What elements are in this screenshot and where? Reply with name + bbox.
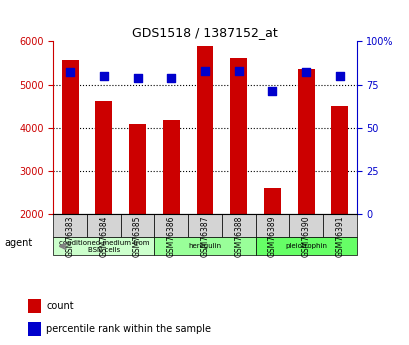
Text: count: count [46, 301, 74, 311]
FancyBboxPatch shape [322, 214, 356, 237]
Text: percentile rank within the sample: percentile rank within the sample [46, 324, 211, 334]
FancyBboxPatch shape [221, 214, 255, 237]
Text: heregulin: heregulin [188, 243, 221, 249]
FancyBboxPatch shape [120, 214, 154, 237]
Text: agent: agent [4, 238, 32, 248]
FancyBboxPatch shape [154, 237, 255, 255]
Point [336, 73, 342, 79]
Text: GSM76386: GSM76386 [166, 215, 175, 257]
Text: GSM76385: GSM76385 [133, 215, 142, 257]
FancyBboxPatch shape [289, 214, 322, 237]
Point [100, 73, 107, 79]
Point [67, 70, 73, 75]
Bar [62, 60, 79, 214]
Point [302, 70, 309, 75]
FancyBboxPatch shape [87, 214, 120, 237]
FancyBboxPatch shape [53, 237, 154, 255]
Text: GSM76390: GSM76390 [301, 215, 310, 257]
Bar [28, 322, 41, 336]
FancyBboxPatch shape [188, 214, 221, 237]
Title: GDS1518 / 1387152_at: GDS1518 / 1387152_at [132, 26, 277, 39]
FancyBboxPatch shape [154, 214, 188, 237]
Text: conditioned medium from
BSN cells: conditioned medium from BSN cells [58, 240, 149, 253]
Point [168, 75, 174, 80]
Text: GSM76391: GSM76391 [335, 215, 344, 257]
Point [268, 89, 275, 94]
Bar [95, 101, 112, 214]
Bar [196, 46, 213, 214]
Bar [263, 188, 280, 214]
Text: GSM76384: GSM76384 [99, 215, 108, 257]
Text: GSM76388: GSM76388 [234, 215, 243, 257]
Text: GSM76387: GSM76387 [200, 215, 209, 257]
Point [134, 75, 141, 80]
Bar [330, 106, 347, 214]
Text: GSM76389: GSM76389 [267, 215, 276, 257]
Bar [129, 124, 146, 214]
Bar [28, 299, 41, 313]
Bar [162, 120, 179, 214]
Point [235, 68, 241, 73]
Bar [230, 58, 247, 214]
Bar [297, 69, 314, 214]
Text: GSM76383: GSM76383 [65, 215, 74, 257]
FancyBboxPatch shape [255, 214, 289, 237]
Point [201, 68, 208, 73]
FancyBboxPatch shape [255, 237, 356, 255]
FancyBboxPatch shape [53, 214, 87, 237]
Text: pleiotrophin: pleiotrophin [284, 243, 326, 249]
